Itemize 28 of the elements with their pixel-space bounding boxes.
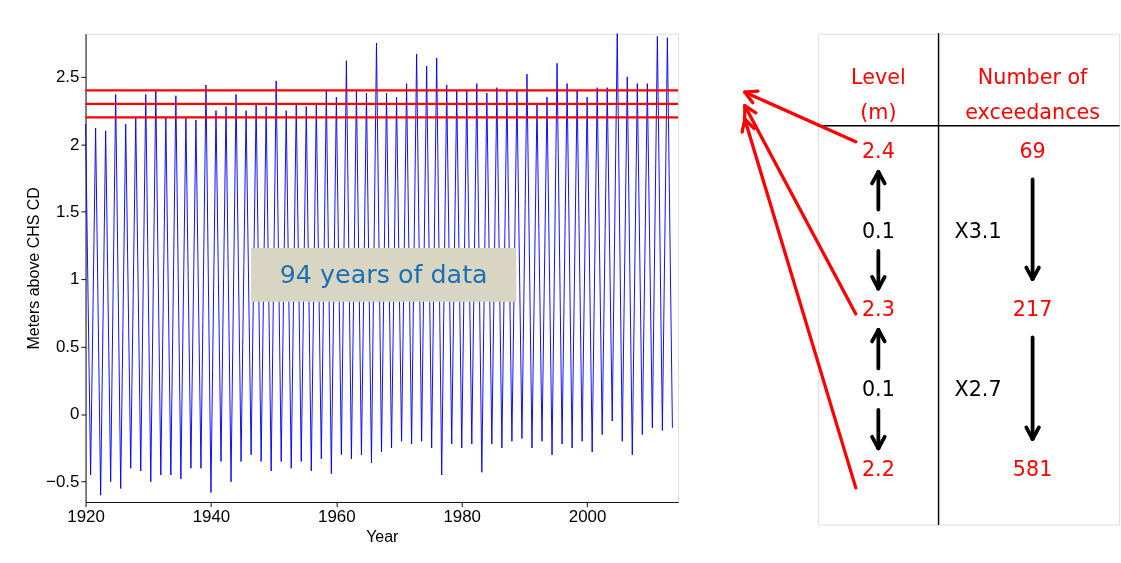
y-tick-label: 1.5 (55, 201, 80, 221)
x-tick-label: 1920 (67, 507, 105, 527)
text: 2.2 (861, 456, 895, 481)
text: Level (m) (851, 64, 906, 125)
text: X2.7 (954, 376, 1002, 401)
text: 217 (1012, 296, 1053, 321)
text: 2.3 (861, 296, 895, 321)
x-tick-label: 1960 (318, 507, 356, 527)
text: Number of exceedances (965, 64, 1100, 125)
text: 2.4 (861, 138, 895, 163)
text: X3.1 (954, 218, 1002, 243)
y-tick-label: 0 (70, 404, 80, 424)
y-tick-label: −0.5 (46, 471, 80, 491)
y-tick-label: 1 (70, 269, 80, 289)
y-tick-label: 0.5 (55, 336, 80, 356)
y-tick-label: 2 (70, 134, 80, 154)
text: 69 (1019, 138, 1046, 163)
x-tick-label: 1980 (443, 507, 482, 527)
x-tick-label: 2000 (568, 507, 607, 527)
x-axis-title: Year (366, 527, 400, 545)
text: 0.1 (861, 376, 895, 401)
x-tick-label: 1940 (192, 507, 231, 527)
y-axis-title: Meters above CHS CD (24, 187, 42, 350)
text: 0.1 (861, 218, 895, 243)
y-tick-label: 2.5 (55, 67, 80, 87)
line-series (85, 33, 673, 496)
annotation: 94 years of data (279, 258, 488, 289)
text: 581 (1012, 456, 1053, 481)
